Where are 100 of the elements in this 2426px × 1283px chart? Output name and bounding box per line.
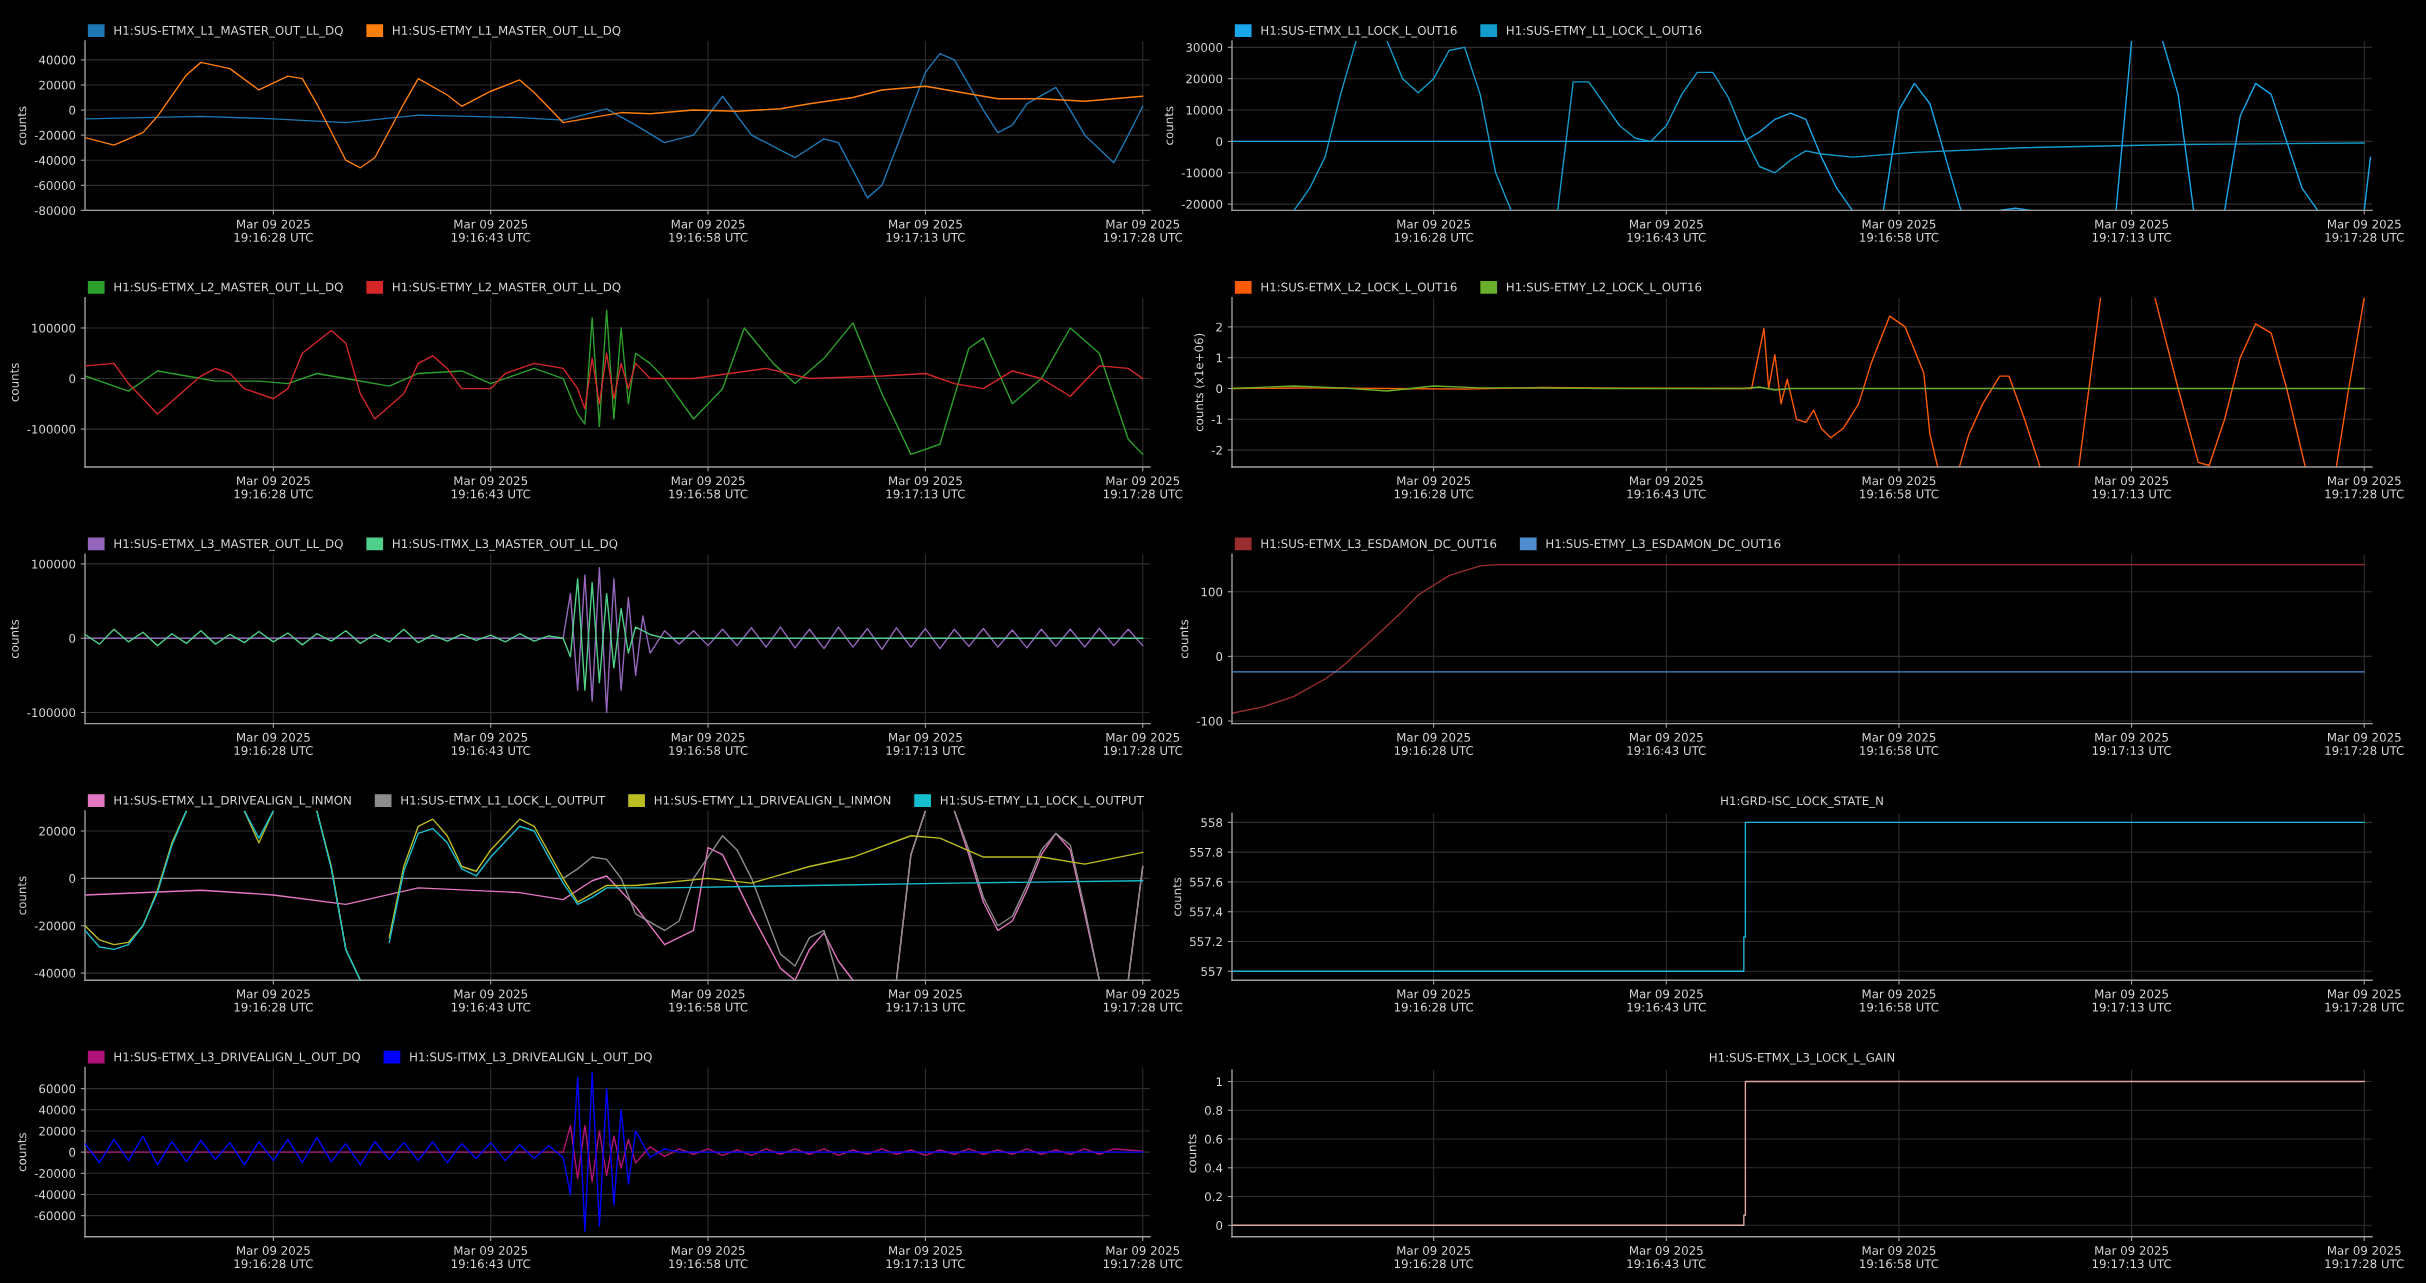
y-axis-title: counts (1187, 1134, 1197, 1173)
y-tick-label: -60000 (34, 181, 76, 190)
y-tick-label: -20000 (34, 130, 76, 140)
y-tick-label: -20000 (34, 921, 76, 931)
x-tick-label: Mar 09 2025 19:17:28 UTC (2325, 732, 2404, 755)
x-tick-label: Mar 09 2025 19:17:13 UTC (2092, 732, 2172, 755)
y-tick-label: 100000 (32, 559, 76, 569)
x-tick-label: Mar 09 2025 19:16:28 UTC (234, 476, 313, 499)
x-tick-label: Mar 09 2025 19:16:28 UTC (234, 732, 313, 755)
y-tick-label: 0.8 (1204, 1106, 1223, 1115)
y-tick-label: -40000 (34, 155, 76, 165)
y-tick-label: 0 (1216, 137, 1223, 147)
y-tick-label: 40000 (38, 55, 76, 65)
y-tick-label: 0.6 (1204, 1134, 1223, 1144)
y-axis-title: counts (10, 363, 19, 402)
legend-label: H1:SUS-ITMX_L3_DRIVEALIGN_L_OUT_DQ (410, 1052, 652, 1064)
y-tick-label: 100 (1201, 587, 1223, 597)
legend-label: H1:SUS-ETMY_L1_LOCK_L_OUT16 (1506, 25, 1702, 38)
y-axis-title: counts (1179, 619, 1189, 659)
y-tick-label: 0 (1216, 1221, 1223, 1230)
y-axis-title: counts (x1e+06) (1194, 333, 1205, 432)
legend-label: H1:SUS-ETMX_L3_MASTER_OUT_LL_DQ (114, 539, 343, 551)
x-tick-label: Mar 09 2025 19:16:43 UTC (1627, 989, 1706, 1012)
y-tick-label: 557.8 (1190, 847, 1223, 857)
y-tick-label: 0 (69, 874, 76, 884)
y-tick-label: 20000 (39, 1126, 76, 1136)
x-tick-label: Mar 09 2025 19:16:58 UTC (1860, 1246, 1939, 1269)
y-tick-label: -100 (1196, 716, 1223, 726)
x-tick-label: Mar 09 2025 19:16:58 UTC (669, 989, 748, 1012)
y-tick-label: -80000 (34, 206, 76, 216)
x-tick-label: Mar 09 2025 19:17:13 UTC (886, 732, 965, 755)
legend-label: H1:SUS-ETMY_L2_LOCK_L_OUT16 (1506, 282, 1702, 295)
y-tick-label: 0 (69, 374, 76, 384)
legend-label: H1:SUS-ETMX_L1_MASTER_OUT_LL_DQ (114, 25, 343, 38)
x-tick-label: Mar 09 2025 19:17:28 UTC (1103, 219, 1183, 242)
y-tick-label: -20000 (1181, 199, 1223, 209)
x-tick-label: Mar 09 2025 19:16:43 UTC (451, 476, 531, 499)
y-axis-title: counts (17, 106, 27, 145)
x-tick-label: Mar 09 2025 19:16:28 UTC (1394, 1246, 1474, 1269)
x-tick-label: Mar 09 2025 19:16:58 UTC (1860, 989, 1939, 1012)
x-tick-label: Mar 09 2025 19:17:13 UTC (886, 1246, 965, 1269)
y-tick-label: 2 (1216, 322, 1222, 332)
x-tick-label: Mar 09 2025 19:17:28 UTC (2325, 989, 2404, 1012)
x-tick-label: Mar 09 2025 19:16:58 UTC (669, 476, 748, 499)
x-tick-label: Mar 09 2025 19:17:28 UTC (2325, 476, 2404, 499)
y-tick-label: -40000 (34, 968, 76, 978)
y-axis-title: counts (17, 876, 27, 915)
x-tick-label: Mar 09 2025 19:16:43 UTC (451, 989, 531, 1012)
y-tick-label: 20000 (39, 80, 76, 90)
x-tick-label: Mar 09 2025 19:17:28 UTC (1103, 476, 1183, 499)
y-tick-label: -100000 (27, 708, 76, 718)
x-tick-label: Mar 09 2025 19:16:43 UTC (1627, 219, 1706, 242)
chart-title: H1:SUS-ETMX_L3_LOCK_L_GAIN (1709, 1052, 1895, 1065)
legend-label: H1:SUS-ETMY_L1_DRIVEALIGN_L_INMON (654, 795, 891, 808)
x-tick-label: Mar 09 2025 19:17:13 UTC (886, 989, 965, 1012)
x-tick-label: Mar 09 2025 19:17:13 UTC (886, 476, 965, 499)
legend-label: H1:SUS-ETMY_L1_MASTER_OUT_LL_DQ (393, 25, 621, 38)
chart-title: H1:GRD-ISC_LOCK_STATE_N (1721, 796, 1883, 808)
x-tick-label: Mar 09 2025 19:17:13 UTC (2092, 1246, 2172, 1269)
x-tick-label: Mar 09 2025 19:17:13 UTC (2092, 476, 2172, 499)
legend-label: H1:SUS-ETMX_L2_MASTER_OUT_LL_DQ (114, 282, 343, 295)
legend-label: H1:SUS-ETMY_L3_ESDAMON_DC_OUT16 (1546, 539, 1781, 551)
x-tick-label: Mar 09 2025 19:16:43 UTC (1627, 1246, 1706, 1269)
x-tick-label: Mar 09 2025 19:16:28 UTC (234, 219, 313, 242)
line-series (85, 52, 1144, 199)
legend-label: H1:SUS-ITMX_L3_MASTER_OUT_LL_DQ (393, 539, 618, 551)
y-tick-label: 20000 (39, 826, 76, 836)
x-tick-label: Mar 09 2025 19:17:28 UTC (1103, 989, 1183, 1012)
x-tick-label: Mar 09 2025 19:16:58 UTC (669, 732, 748, 755)
x-tick-label: Mar 09 2025 19:17:13 UTC (886, 219, 965, 242)
x-tick-label: Mar 09 2025 19:16:43 UTC (451, 219, 531, 242)
x-tick-label: Mar 09 2025 19:16:28 UTC (234, 989, 313, 1012)
x-tick-label: Mar 09 2025 19:16:28 UTC (1394, 732, 1474, 755)
x-tick-label: Mar 09 2025 19:16:28 UTC (234, 1246, 313, 1269)
x-tick-label: Mar 09 2025 19:16:28 UTC (1394, 476, 1474, 499)
y-tick-label: 0 (69, 105, 76, 115)
y-tick-label: 100000 (32, 323, 76, 333)
y-tick-label: 60000 (39, 1084, 76, 1094)
y-tick-label: 1 (1216, 1077, 1222, 1087)
y-tick-label: 557.6 (1190, 877, 1223, 887)
x-tick-label: Mar 09 2025 19:17:13 UTC (2092, 219, 2172, 242)
y-tick-label: 10000 (1186, 105, 1223, 115)
y-tick-label: -1 (1211, 415, 1222, 424)
x-tick-label: Mar 09 2025 19:17:28 UTC (2325, 219, 2404, 242)
line-series (85, 61, 1144, 169)
y-tick-label: 40000 (38, 1105, 76, 1115)
y-tick-label: -20000 (34, 1169, 76, 1178)
x-tick-label: Mar 09 2025 19:16:43 UTC (1627, 476, 1706, 499)
x-tick-label: Mar 09 2025 19:16:43 UTC (451, 732, 531, 755)
x-tick-label: Mar 09 2025 19:16:43 UTC (451, 1246, 531, 1269)
y-tick-label: 0 (1216, 384, 1223, 394)
y-tick-label: 557.4 (1190, 907, 1223, 917)
x-tick-label: Mar 09 2025 19:17:28 UTC (2325, 1246, 2404, 1269)
x-tick-label: Mar 09 2025 19:16:28 UTC (1394, 989, 1474, 1012)
y-tick-label: -10000 (1181, 168, 1223, 178)
y-tick-label: -100000 (27, 424, 76, 434)
x-tick-label: Mar 09 2025 19:16:58 UTC (1860, 476, 1939, 499)
y-axis-title: counts (1164, 106, 1174, 145)
legend-label: H1:SUS-ETMX_L3_DRIVEALIGN_L_OUT_DQ (114, 1052, 360, 1064)
y-tick-label: 558 (1201, 818, 1223, 828)
